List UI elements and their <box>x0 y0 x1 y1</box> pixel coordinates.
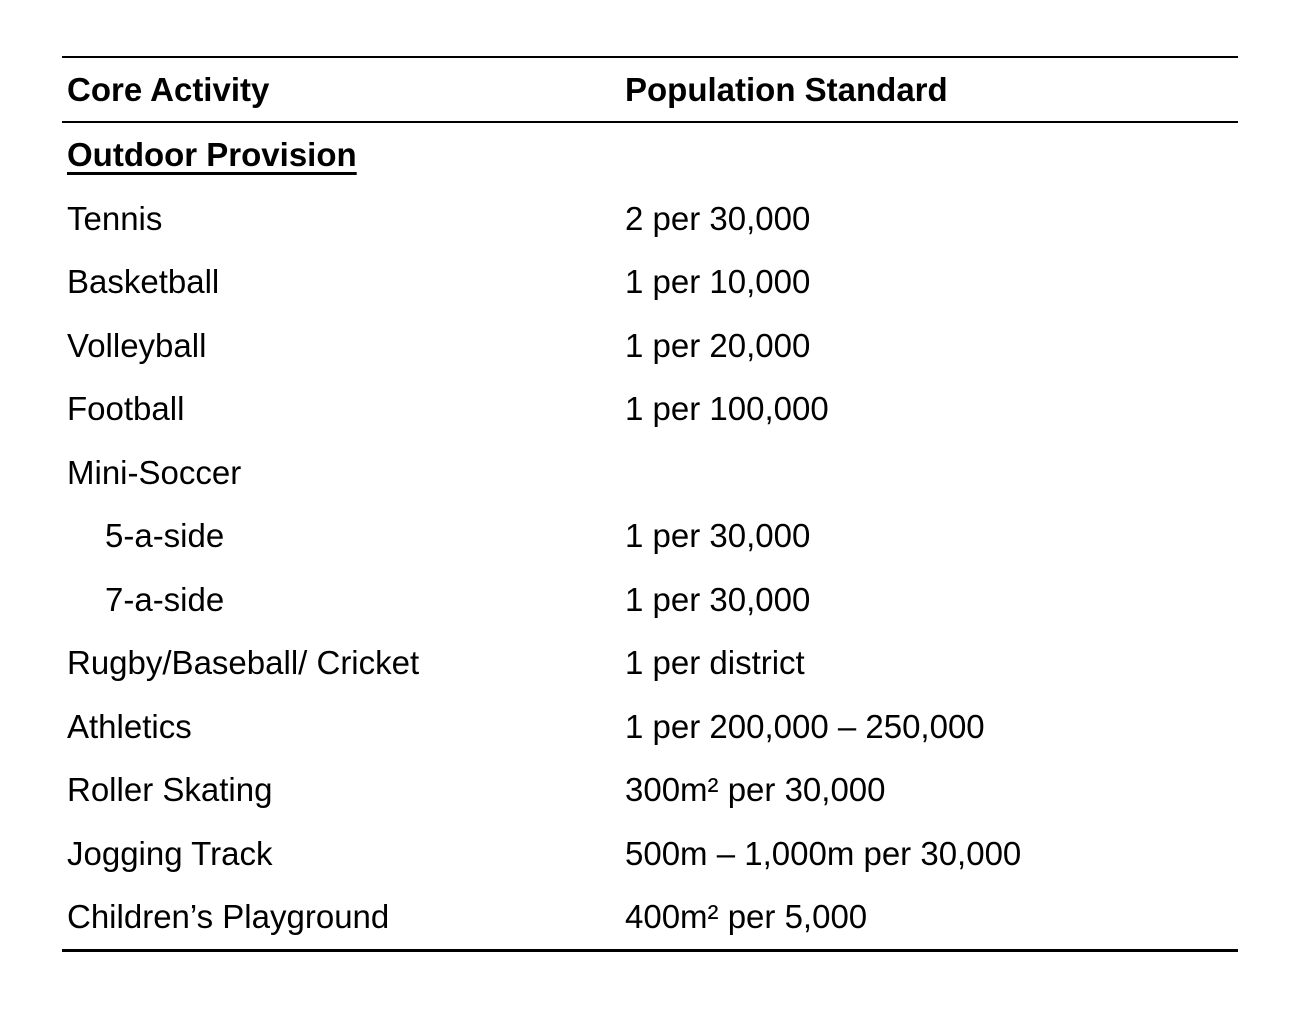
standard-cell: 1 per 30,000 <box>625 517 811 555</box>
column-header-core-activity: Core Activity <box>62 57 620 123</box>
section-empty-cell <box>620 122 1238 187</box>
standard-cell: 1 per district <box>625 644 805 682</box>
standard-cell: 500m – 1,000m per 30,000 <box>625 834 1022 872</box>
activity-cell: Jogging Track <box>67 834 273 872</box>
table-row: Tennis 2 per 30,000 <box>62 187 1238 251</box>
table-row: Roller Skating 300m² per 30,000 <box>62 758 1238 822</box>
activity-cell: Children’s Playground <box>67 898 390 936</box>
activity-cell: Football <box>67 390 185 428</box>
activity-cell: Tennis <box>67 199 163 237</box>
section-heading-cell: Outdoor Provision <box>62 122 620 187</box>
standard-cell: 2 per 30,000 <box>625 199 811 237</box>
table-row: 7-a-side 1 per 30,000 <box>62 568 1238 632</box>
standard-cell <box>620 441 1238 505</box>
activity-cell: Athletics <box>67 707 192 745</box>
table-row: Volleyball 1 per 20,000 <box>62 314 1238 378</box>
standard-cell: 1 per 100,000 <box>625 390 829 428</box>
provision-standards-table: Core Activity Population Standard Outdoo… <box>62 56 1238 952</box>
standard-cell: 1 per 30,000 <box>625 580 811 618</box>
table-row: Athletics 1 per 200,000 – 250,000 <box>62 695 1238 759</box>
table-row: Jogging Track 500m – 1,000m per 30,000 <box>62 822 1238 886</box>
table-header: Core Activity Population Standard <box>62 57 1238 123</box>
activity-cell: Rugby/Baseball/ Cricket <box>67 644 420 682</box>
table-row: 5-a-side 1 per 30,000 <box>62 504 1238 568</box>
activity-cell-indented: 7-a-side <box>105 580 225 618</box>
table-row: Mini-Soccer <box>62 441 1238 505</box>
table-body: Outdoor Provision Tennis 2 per 30,000 Ba… <box>62 122 1238 950</box>
activity-cell-indented: 5-a-side <box>105 517 225 555</box>
header-row: Core Activity Population Standard <box>62 57 1238 123</box>
activity-cell: Mini-Soccer <box>67 453 242 491</box>
activity-cell: Volleyball <box>67 326 207 364</box>
column-header-population-standard: Population Standard <box>620 57 1238 123</box>
table-row: Basketball 1 per 10,000 <box>62 250 1238 314</box>
section-heading-outdoor-provision: Outdoor Provision <box>67 136 357 174</box>
activity-cell: Roller Skating <box>67 771 273 809</box>
section-row: Outdoor Provision <box>62 122 1238 187</box>
activity-cell: Basketball <box>67 263 220 301</box>
standard-cell: 400m² per 5,000 <box>625 898 868 936</box>
standard-cell: 1 per 20,000 <box>625 326 811 364</box>
table-row: Children’s Playground 400m² per 5,000 <box>62 885 1238 950</box>
table-row: Football 1 per 100,000 <box>62 377 1238 441</box>
table-row: Rugby/Baseball/ Cricket 1 per district <box>62 631 1238 695</box>
standard-cell: 300m² per 30,000 <box>625 771 886 809</box>
standard-cell: 1 per 10,000 <box>625 263 811 301</box>
standard-cell: 1 per 200,000 – 250,000 <box>625 707 985 745</box>
